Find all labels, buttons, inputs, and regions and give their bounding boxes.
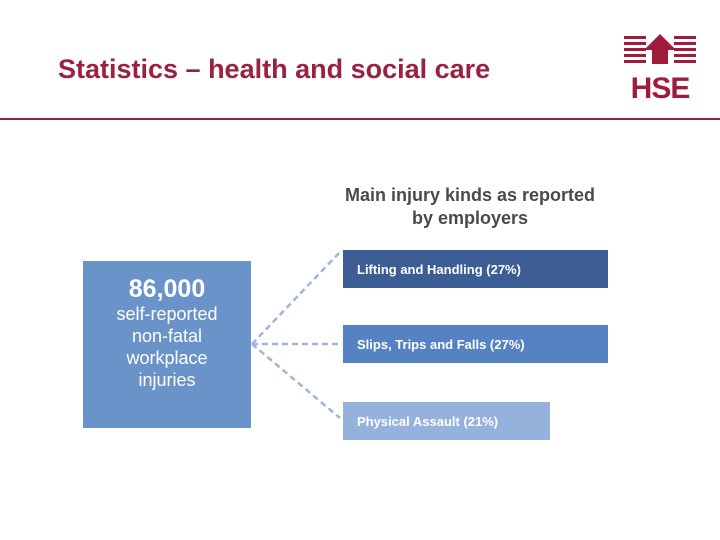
category-label: Lifting and Handling (27%) — [357, 261, 521, 277]
main-stat-box: 86,000 self-reported non-fatal workplace… — [83, 261, 251, 428]
category-box-lifting: Lifting and Handling (27%) — [343, 250, 608, 288]
main-stat-line: self-reported — [116, 304, 218, 324]
category-box-assault: Physical Assault (21%) — [343, 402, 550, 440]
connector-line-1 — [251, 251, 341, 345]
main-stat-line: injuries — [138, 370, 196, 390]
title-divider — [0, 118, 720, 120]
main-stat-number: 86,000 — [128, 275, 206, 303]
diagram-heading-line-2: by employers — [411, 208, 529, 228]
diagram-heading-line-1: Main injury kinds as reported — [344, 185, 596, 205]
logo-text: HSE — [630, 72, 691, 105]
hse-emblem-icon — [624, 34, 696, 64]
diagram-heading: Main injury kinds as reported by employe… — [300, 184, 640, 230]
slide-title: Statistics – health and social care — [58, 54, 491, 84]
connector-line-3 — [251, 343, 341, 419]
hse-logo: HSE — [620, 34, 700, 105]
category-label: Slips, Trips and Falls (27%) — [357, 336, 525, 352]
main-stat-line: non-fatal — [131, 326, 203, 346]
main-stat-line: workplace — [126, 348, 208, 368]
category-label: Physical Assault (21%) — [357, 413, 499, 429]
category-box-slips: Slips, Trips and Falls (27%) — [343, 325, 608, 363]
